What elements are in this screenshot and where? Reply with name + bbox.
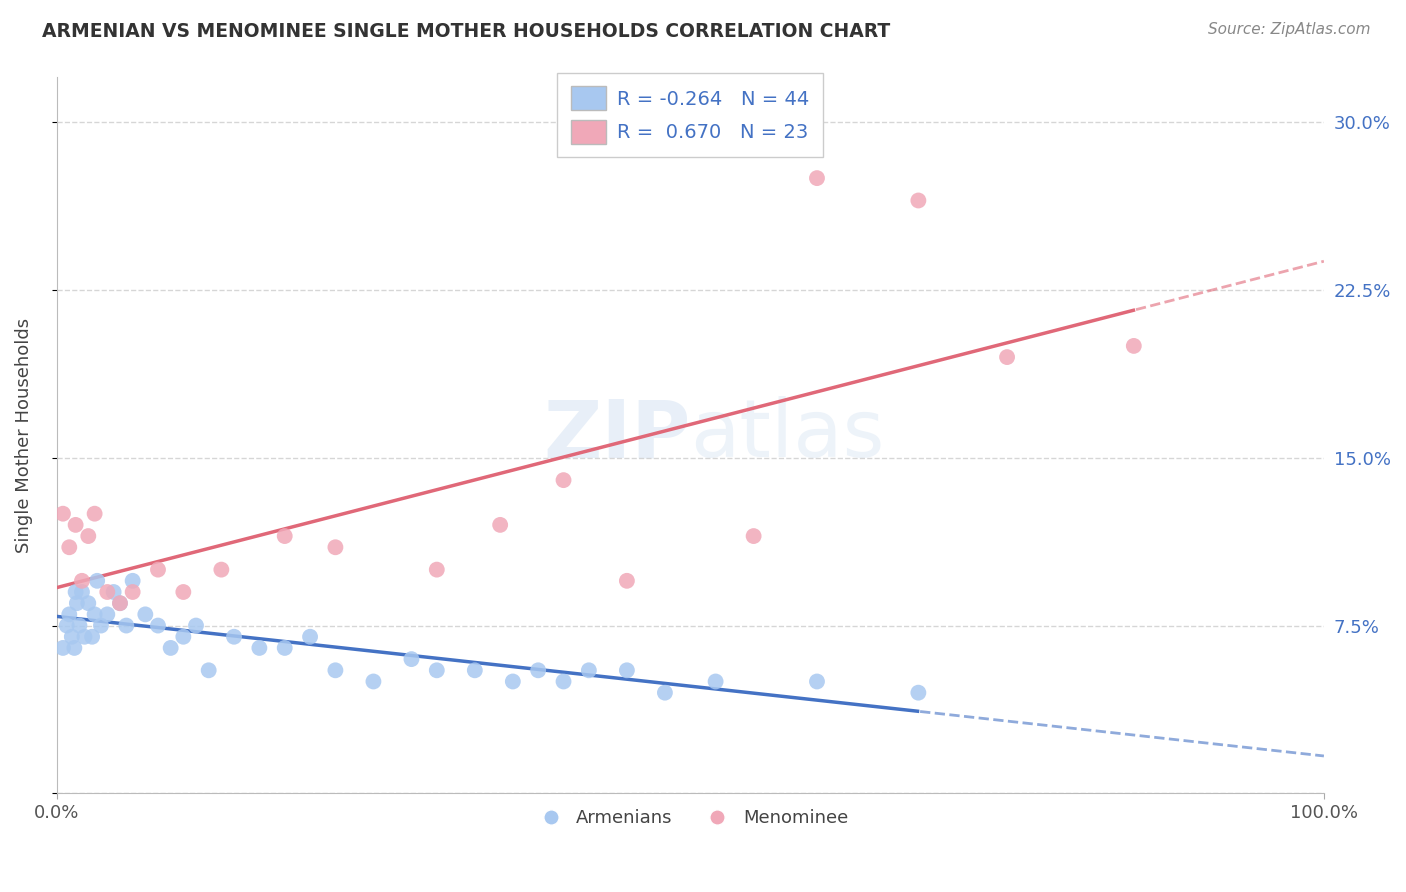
Point (58, 541, 80, 555)
Point (247, 640, 270, 655)
Point (115, 618, 138, 632)
Point (299, 630, 322, 644)
Point (184, 618, 207, 632)
Point (77, 596, 100, 610)
Point (1122, 339, 1144, 353)
Point (616, 574, 638, 588)
Point (52, 640, 75, 655)
Point (907, 194, 929, 208)
Point (159, 640, 181, 655)
Point (704, 674, 727, 689)
Text: ARMENIAN VS MENOMINEE SINGLE MOTHER HOUSEHOLDS CORRELATION CHART: ARMENIAN VS MENOMINEE SINGLE MOTHER HOUS… (42, 22, 890, 41)
Point (73, 630, 96, 644)
Point (65, 517, 87, 532)
Point (325, 663, 347, 677)
Point (222, 630, 245, 644)
Point (426, 563, 449, 577)
Y-axis label: Single Mother Households: Single Mother Households (15, 318, 32, 553)
Point (806, 171, 828, 186)
Point (146, 618, 169, 632)
Point (553, 473, 575, 487)
Point (83, 607, 105, 622)
Point (96, 585, 118, 599)
Point (86, 574, 108, 588)
Point (108, 596, 131, 610)
Point (742, 529, 765, 543)
Point (96, 607, 118, 622)
Point (274, 640, 297, 655)
Point (146, 563, 169, 577)
Point (426, 663, 449, 677)
Text: ZIP: ZIP (543, 396, 690, 475)
Point (363, 674, 385, 689)
Point (55, 618, 77, 632)
Point (60, 630, 83, 644)
Point (77, 529, 100, 543)
Point (58, 607, 80, 622)
Point (907, 686, 929, 700)
Point (527, 663, 550, 677)
Point (502, 674, 524, 689)
Legend: Armenians, Menominee: Armenians, Menominee (526, 802, 855, 834)
Point (121, 574, 143, 588)
Point (82, 630, 104, 644)
Point (197, 663, 219, 677)
Point (134, 607, 156, 622)
Point (401, 652, 423, 666)
Point (464, 663, 486, 677)
Point (103, 585, 125, 599)
Point (995, 350, 1018, 364)
Point (108, 596, 131, 610)
Point (65, 585, 87, 599)
Point (67, 618, 90, 632)
Point (70, 574, 93, 588)
Point (654, 686, 676, 700)
Point (172, 630, 194, 644)
Point (325, 541, 347, 555)
Point (172, 585, 194, 599)
Point (578, 663, 600, 677)
Point (121, 585, 143, 599)
Point (489, 517, 512, 532)
Point (83, 507, 105, 521)
Text: atlas: atlas (690, 396, 884, 475)
Point (806, 674, 828, 689)
Point (63, 640, 86, 655)
Point (616, 663, 638, 677)
Point (90, 618, 112, 632)
Text: Source: ZipAtlas.com: Source: ZipAtlas.com (1208, 22, 1371, 37)
Point (209, 563, 232, 577)
Point (52, 507, 75, 521)
Point (274, 529, 297, 543)
Point (66, 596, 89, 610)
Point (70, 585, 93, 599)
Point (553, 674, 575, 689)
